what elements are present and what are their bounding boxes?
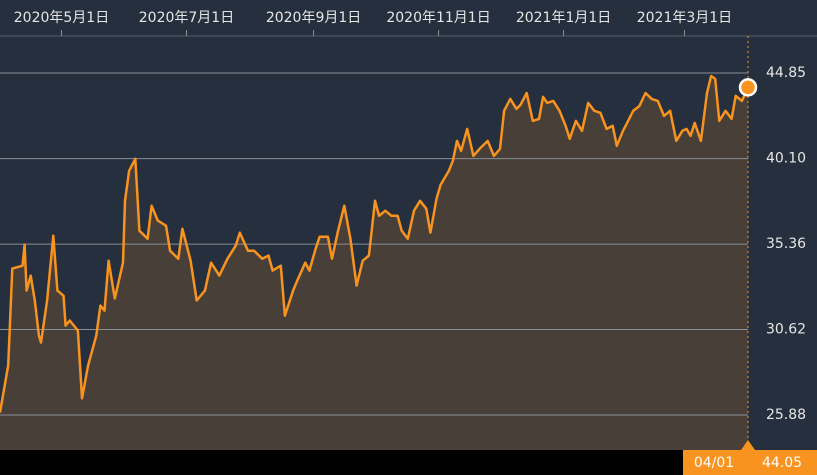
pointer [741, 440, 755, 450]
y-tick-label: 44.85 [766, 65, 806, 81]
last-date: 04/01 [694, 455, 734, 471]
x-tick-label: 2020年9月1日 [266, 10, 361, 26]
y-tick-label: 40.10 [766, 151, 806, 167]
x-tick-label: 2021年3月1日 [637, 10, 732, 26]
last-label-box [683, 450, 817, 475]
x-tick-label: 2020年5月1日 [14, 10, 109, 26]
x-tick-label: 2020年11月1日 [386, 10, 490, 26]
x-tick-label: 2020年7月1日 [139, 10, 234, 26]
y-tick-label: 25.88 [766, 407, 806, 423]
y-tick-label: 30.62 [766, 322, 806, 338]
price-line [0, 74, 750, 413]
last-point [738, 78, 758, 97]
bottom-bar [0, 450, 817, 475]
x-tick-label: 2021年1月1日 [516, 10, 611, 26]
y-tick-label: 35.36 [766, 236, 806, 252]
last-value: 44.05 [762, 455, 802, 471]
area [0, 76, 748, 450]
